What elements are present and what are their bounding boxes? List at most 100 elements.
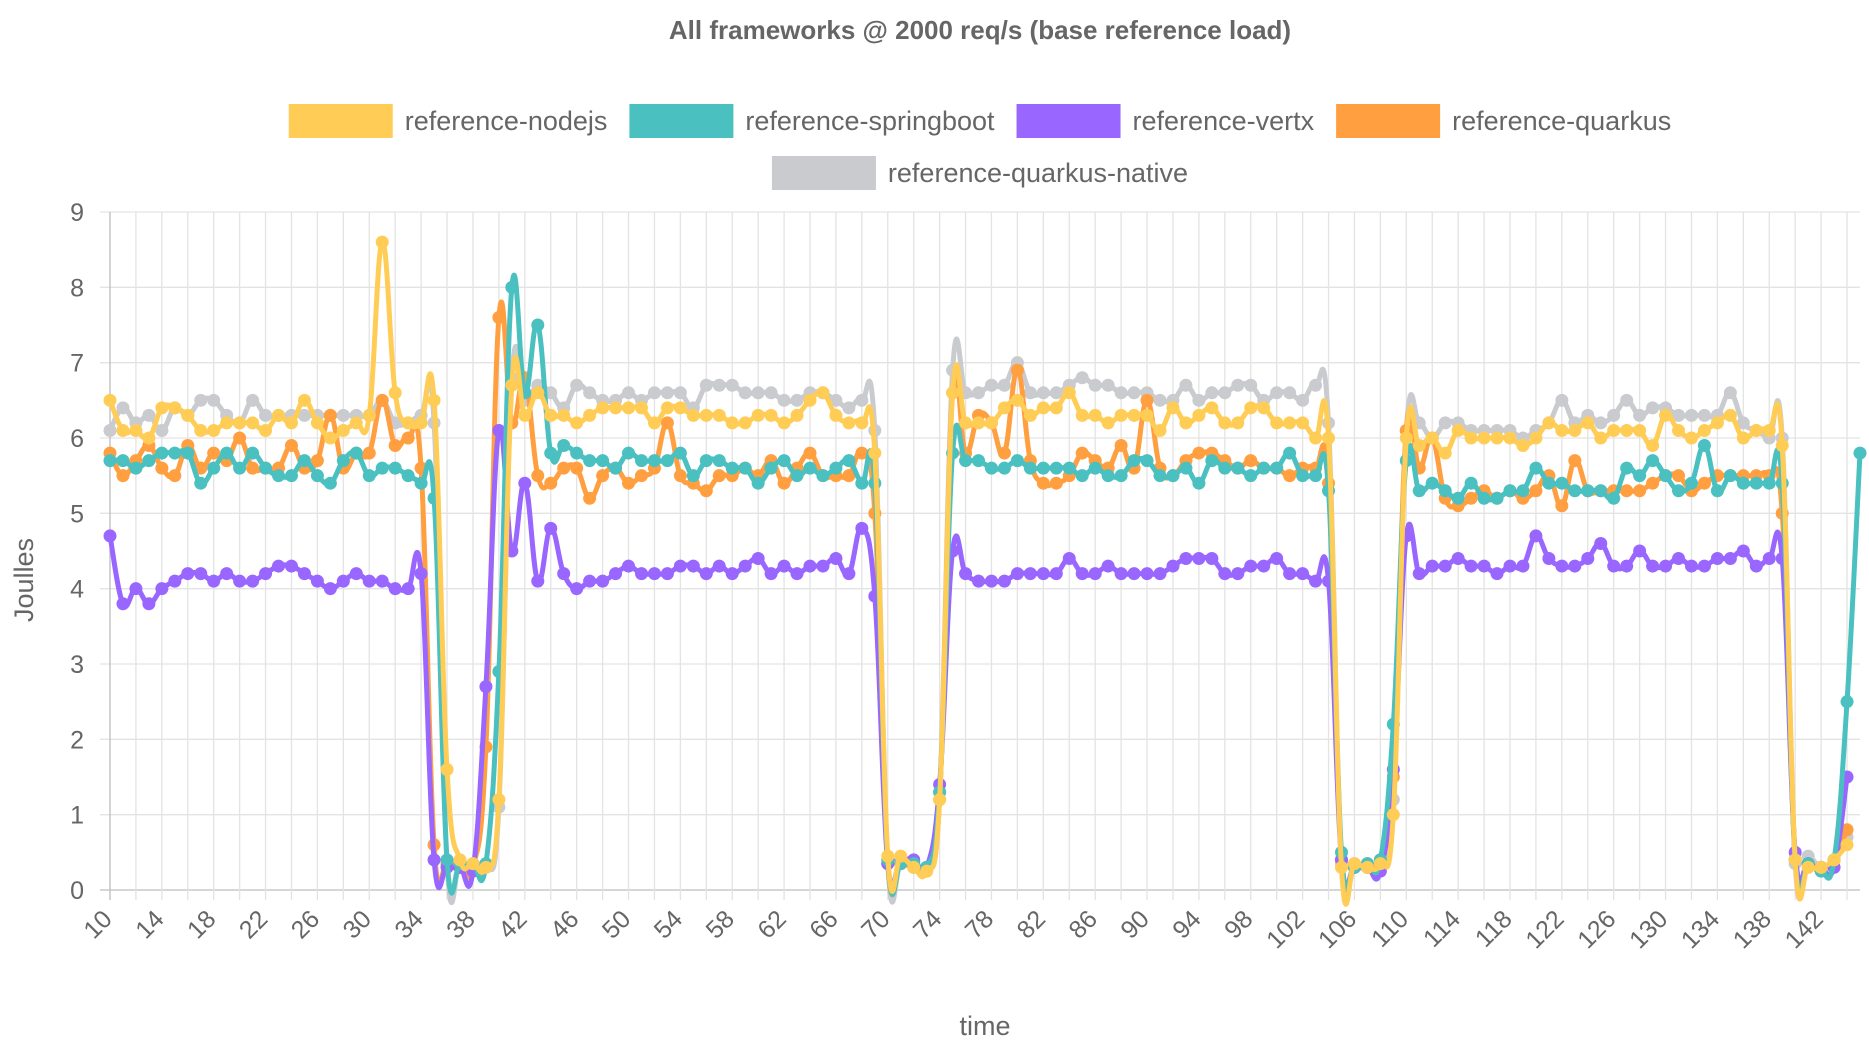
data-point	[284, 559, 298, 573]
data-point	[129, 461, 143, 475]
data-point	[764, 408, 778, 422]
data-point	[1697, 408, 1711, 422]
data-point	[505, 280, 519, 294]
x-tick-label: 130	[1624, 905, 1673, 954]
data-point	[168, 574, 182, 588]
data-point	[1075, 371, 1089, 385]
data-point	[1270, 386, 1284, 400]
data-point	[103, 423, 117, 437]
data-point	[103, 529, 117, 543]
data-point	[1529, 461, 1543, 475]
data-point	[1464, 476, 1478, 490]
grid-lines	[100, 211, 1860, 900]
data-point	[116, 469, 130, 483]
data-point	[518, 408, 532, 422]
data-point	[1179, 378, 1193, 392]
data-point	[1347, 857, 1361, 871]
data-point	[259, 567, 273, 581]
data-point	[972, 574, 986, 588]
data-point	[1607, 559, 1621, 573]
y-tick-label: 0	[70, 877, 84, 905]
data-point	[129, 582, 143, 596]
data-point	[1270, 552, 1284, 566]
x-tick-label: 74	[908, 905, 948, 945]
data-point	[1646, 439, 1660, 453]
data-point	[829, 552, 843, 566]
data-point	[440, 853, 454, 867]
data-point	[622, 386, 636, 400]
data-point	[1153, 567, 1167, 581]
data-point	[790, 393, 804, 407]
x-tick-label: 138	[1728, 905, 1777, 954]
data-point	[1581, 416, 1595, 430]
data-point	[751, 552, 765, 566]
data-point	[1568, 423, 1582, 437]
data-point	[1283, 567, 1297, 581]
data-point	[1283, 386, 1297, 400]
data-point	[1114, 386, 1128, 400]
data-point	[1153, 393, 1167, 407]
data-point	[1036, 476, 1050, 490]
x-tick-label: 118	[1470, 905, 1518, 953]
data-point	[375, 574, 389, 588]
data-point	[1555, 559, 1569, 573]
data-point	[207, 423, 221, 437]
data-point	[349, 416, 363, 430]
data-point	[1386, 808, 1400, 822]
data-point	[544, 446, 558, 460]
data-point	[1283, 446, 1297, 460]
data-point	[842, 469, 856, 483]
data-point	[440, 762, 454, 776]
data-point	[660, 386, 674, 400]
data-point	[1062, 461, 1076, 475]
data-point	[1322, 431, 1336, 445]
data-point	[401, 431, 415, 445]
data-point	[946, 386, 960, 400]
data-point	[1620, 393, 1634, 407]
data-point	[1101, 469, 1115, 483]
data-point	[1762, 552, 1776, 566]
data-point	[1516, 484, 1530, 498]
data-point	[868, 446, 882, 460]
data-point	[233, 416, 247, 430]
data-point	[1412, 439, 1426, 453]
x-tick-label: 62	[752, 905, 791, 944]
data-point	[1114, 439, 1128, 453]
data-point	[479, 860, 493, 874]
chart-title: All frameworks @ 2000 req/s (base refere…	[669, 15, 1291, 45]
data-point	[1140, 567, 1154, 581]
data-point	[181, 446, 195, 460]
data-point	[155, 461, 169, 475]
data-point	[1270, 416, 1284, 430]
x-tick-label: 18	[182, 905, 221, 944]
data-point	[1114, 408, 1128, 422]
y-tick-label: 1	[70, 802, 84, 830]
data-point	[1736, 431, 1750, 445]
data-point	[673, 559, 687, 573]
data-point	[699, 378, 713, 392]
x-tick-label: 54	[649, 905, 689, 945]
data-point	[1672, 552, 1686, 566]
data-point	[1736, 416, 1750, 430]
data-point	[388, 461, 402, 475]
data-point	[1594, 536, 1608, 550]
data-point	[1140, 393, 1154, 407]
data-point	[246, 393, 260, 407]
data-point	[1788, 853, 1802, 867]
data-point	[414, 567, 428, 581]
x-tick-label: 114	[1418, 905, 1466, 953]
data-point	[310, 574, 324, 588]
data-point	[323, 582, 337, 596]
data-point	[699, 484, 713, 498]
data-point	[1438, 559, 1452, 573]
data-point	[362, 408, 376, 422]
data-point	[1140, 408, 1154, 422]
x-tick-label: 42	[493, 905, 532, 944]
data-point	[1633, 484, 1647, 498]
data-point	[751, 386, 765, 400]
data-point	[1412, 484, 1426, 498]
data-point	[738, 416, 752, 430]
data-point	[1036, 401, 1050, 415]
data-point	[401, 469, 415, 483]
data-point	[842, 401, 856, 415]
